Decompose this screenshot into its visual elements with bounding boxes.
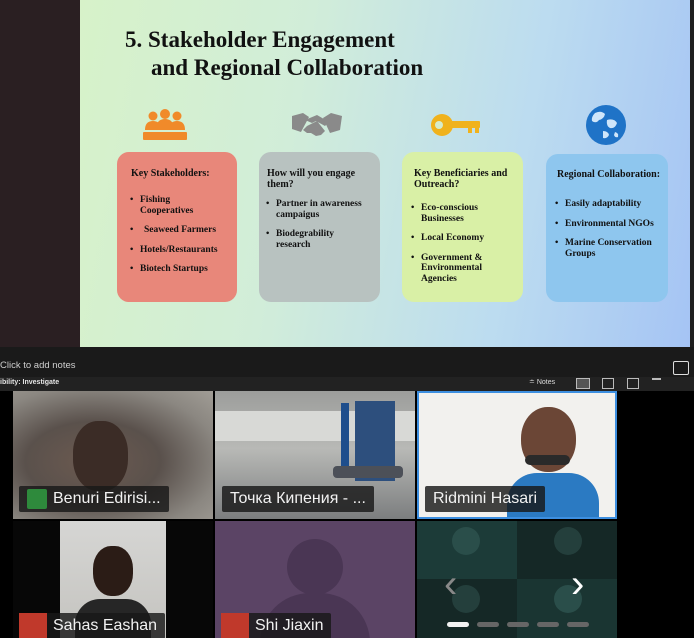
mic-muted-icon xyxy=(221,613,249,638)
participant-tile[interactable]: Benuri Edirisi... xyxy=(13,391,213,519)
notes-pane[interactable] xyxy=(0,347,694,381)
presentation-left-margin xyxy=(0,0,80,347)
participant-name-tag: Benuri Edirisi... xyxy=(19,486,169,512)
slideshow-icon[interactable] xyxy=(652,378,661,389)
participant-name: Sahas Eashan xyxy=(53,617,158,634)
avatar-placeholder-icon xyxy=(452,527,480,555)
card-item: Marine Conservation Groups xyxy=(555,238,667,259)
card-item: Eco-conscious Businesses xyxy=(411,203,493,224)
room-table xyxy=(333,466,403,478)
avatar-placeholder-icon xyxy=(452,585,480,613)
key-icon xyxy=(431,114,480,136)
next-page-chevron-icon[interactable]: › xyxy=(571,562,585,606)
avatar-placeholder-icon xyxy=(554,527,582,555)
mic-muted-icon xyxy=(19,613,47,638)
participant-name-tag: Точка Кипения - ... xyxy=(222,486,374,512)
card-heading: Key Beneficiaries and Outreach? xyxy=(414,168,508,190)
participant-tile[interactable]: Sahas Eashan xyxy=(13,521,213,638)
card-regional-collaboration: Regional Collaboration: Easily adaptabil… xyxy=(546,154,668,302)
card-key-stakeholders: Key Stakeholders: Fishing Cooperatives S… xyxy=(117,152,237,302)
team-icon xyxy=(143,109,187,140)
participant-glasses xyxy=(525,455,570,465)
card-beneficiaries: Key Beneficiaries and Outreach? Eco-cons… xyxy=(402,152,523,302)
card-item: Biotech Startups xyxy=(130,264,238,275)
participant-name: Benuri Edirisi... xyxy=(53,490,161,507)
card-item: Biodegrability research xyxy=(266,229,346,250)
slide-sorter-icon[interactable] xyxy=(602,378,614,389)
page-indicator[interactable] xyxy=(567,622,589,627)
status-bar xyxy=(0,377,694,391)
accessibility-status[interactable]: ibility: Investigate xyxy=(0,379,60,386)
page-indicator-active[interactable] xyxy=(447,622,469,627)
notes-icon: ≐ xyxy=(529,379,535,386)
page-indicator[interactable] xyxy=(477,622,499,627)
card-item: Fishing Cooperatives xyxy=(130,195,193,216)
card-item: Partner in awareness campaigus xyxy=(266,199,378,220)
participant-name: Shi Jiaxin xyxy=(255,617,324,634)
participant-name-tag: Shi Jiaxin xyxy=(221,613,332,638)
card-item: Local Economy xyxy=(411,233,519,244)
notes-button[interactable]: ≐ Notes xyxy=(529,378,555,386)
card-item: Hotels/Restaurants xyxy=(130,245,238,256)
card-item: Environmental NGOs xyxy=(555,219,667,230)
room-banner xyxy=(341,403,349,478)
screen-share-icon xyxy=(27,488,47,509)
card-item: Government & Environmental Agencies xyxy=(411,253,501,285)
avatar-placeholder-icon xyxy=(287,539,343,595)
fit-slide-icon[interactable] xyxy=(673,361,689,375)
more-participants-tile[interactable] xyxy=(417,521,617,638)
participant-name: Ridmini Hasari xyxy=(433,490,538,507)
avatar-placeholder-icon xyxy=(554,585,582,613)
slide-title-line1: 5. Stakeholder Engagement xyxy=(125,27,395,52)
card-engagement: How will you engage them? Partner in awa… xyxy=(259,152,380,302)
previous-page-chevron-icon[interactable]: ‹ xyxy=(444,562,458,606)
presentation-slide[interactable]: 5. Stakeholder Engagement and Regional C… xyxy=(80,0,690,347)
handshake-icon xyxy=(292,113,342,136)
slide-title-line2: and Regional Collaboration xyxy=(151,55,424,80)
participant-tile[interactable]: Точка Кипения - ... xyxy=(215,391,415,519)
participant-face xyxy=(93,546,133,596)
card-heading: Key Stakeholders: xyxy=(131,168,210,179)
card-heading: Regional Collaboration: xyxy=(557,169,661,180)
normal-view-icon[interactable] xyxy=(576,378,590,389)
participant-name-tag: Sahas Eashan xyxy=(19,613,166,638)
participant-name-tag: Ridmini Hasari xyxy=(425,486,546,512)
participant-video xyxy=(73,421,128,491)
notes-label: Notes xyxy=(536,379,556,386)
card-item: Seaweed Farmers xyxy=(130,225,238,236)
notes-placeholder[interactable]: Click to add notes xyxy=(0,360,76,371)
participant-tile-active-speaker[interactable]: Ridmini Hasari xyxy=(417,391,617,519)
card-heading: How will you engage them? xyxy=(267,168,356,190)
page-indicator[interactable] xyxy=(537,622,559,627)
card-item: Easily adaptability xyxy=(555,199,667,210)
page-indicator[interactable] xyxy=(507,622,529,627)
participant-tile[interactable]: Shi Jiaxin xyxy=(215,521,415,638)
globe-icon xyxy=(586,105,626,145)
presentation-right-margin xyxy=(690,0,694,347)
reading-view-icon[interactable] xyxy=(627,378,639,389)
participant-name: Точка Кипения - ... xyxy=(230,490,366,507)
